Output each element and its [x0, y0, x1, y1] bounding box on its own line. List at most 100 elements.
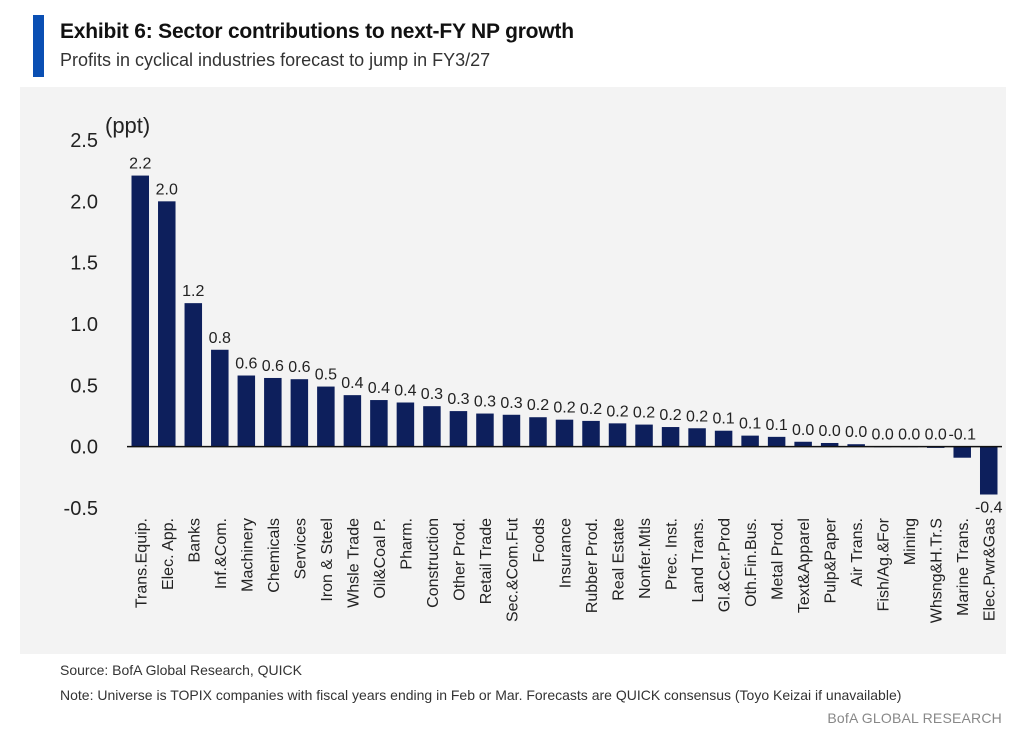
bar: [741, 435, 759, 447]
footnote: Note: Universe is TOPIX companies with f…: [60, 687, 902, 703]
data-label: 0.4: [394, 383, 416, 400]
category-label: Rubber Prod.: [584, 518, 601, 613]
category-label: Trans.Equip.: [133, 518, 150, 608]
category-label: Prec. Inst.: [664, 518, 681, 590]
category-label: Insurance: [558, 518, 575, 588]
data-label: 0.2: [527, 397, 549, 414]
category-label: Real Estate: [611, 518, 628, 601]
bar: [476, 413, 494, 447]
category-label: Text&Apparel: [796, 518, 813, 613]
data-label: 1.2: [182, 283, 204, 300]
data-label: 0.6: [235, 356, 257, 373]
category-label: Inf.&Com.: [213, 518, 230, 589]
data-label: 0.0: [898, 427, 920, 444]
category-label: Pulp&Paper: [823, 517, 840, 603]
bar: [449, 411, 468, 447]
y-tick-label: 1.0: [70, 314, 98, 336]
data-label: 0.2: [633, 405, 655, 422]
data-label: 0.4: [368, 380, 390, 397]
exhibit-subtitle: Profits in cyclical industries forecast …: [60, 50, 491, 70]
bar: [158, 201, 176, 447]
data-label: 0.2: [606, 403, 628, 420]
bar: [264, 377, 282, 447]
bar: [608, 423, 627, 447]
category-label: Sec.&Com.Fut: [504, 517, 521, 622]
category-label: Elec.Pwr&Gas: [982, 518, 999, 621]
exhibit-title: Exhibit 6: Sector contributions to next-…: [60, 20, 574, 43]
bar: [290, 379, 309, 447]
category-label: Pharm.: [398, 518, 415, 570]
data-label: 0.8: [209, 330, 231, 347]
accent-bar: [33, 15, 44, 77]
category-label: Fish/Ag.&For: [876, 517, 893, 611]
category-label: Whsng&H.Tr.S: [929, 518, 946, 623]
data-label: 0.5: [315, 367, 337, 384]
category-label: Metal Prod.: [770, 518, 787, 600]
brand-footer: BofA GLOBAL RESEARCH: [827, 710, 1002, 726]
data-label: 0.3: [447, 391, 469, 408]
category-label: Gl.&Cer.Prod: [717, 518, 734, 612]
bar: [688, 428, 706, 447]
data-label: 0.3: [474, 394, 496, 411]
data-label: 0.1: [765, 417, 787, 434]
bar: [131, 175, 150, 447]
category-label: Mining: [902, 518, 919, 565]
category-label: Land Trans.: [690, 518, 707, 603]
bar: [979, 446, 998, 495]
data-label: 0.2: [686, 408, 708, 425]
bar: [396, 402, 415, 447]
y-axis-label: (ppt): [105, 113, 150, 138]
source-note: Source: BofA Global Research, QUICK: [60, 662, 302, 678]
category-label: Machinery: [239, 518, 256, 592]
bar: [211, 349, 229, 447]
category-label: Construction: [425, 518, 442, 608]
category-label: Oil&Coal P.: [372, 518, 389, 599]
bar: [317, 386, 335, 447]
data-label: 2.0: [156, 181, 178, 198]
chart-panel: [20, 87, 1006, 654]
category-label: Air Trans.: [849, 518, 866, 586]
bar: [423, 406, 441, 447]
data-label: 2.2: [129, 156, 151, 173]
y-tick-label: 2.5: [70, 130, 98, 152]
bar: [582, 420, 600, 447]
bar: [820, 442, 839, 447]
bar: [343, 395, 362, 447]
bar: [555, 419, 574, 447]
bar: [529, 417, 547, 447]
data-label: 0.6: [262, 358, 284, 375]
data-label: 0.1: [712, 411, 734, 428]
y-tick-label: 1.5: [70, 253, 98, 275]
bar: [370, 400, 388, 447]
bar: [237, 375, 256, 447]
y-tick-label: 2.0: [70, 191, 98, 213]
data-label: 0.1: [739, 416, 761, 433]
category-label: Services: [292, 518, 309, 579]
category-label: Banks: [186, 518, 203, 562]
data-label: 0.4: [341, 375, 363, 392]
bar: [847, 444, 865, 447]
category-label: Marine Trans.: [955, 518, 972, 616]
category-label: Other Prod.: [451, 518, 468, 601]
data-label: 0.0: [925, 427, 947, 444]
y-tick-label: 0.5: [70, 375, 98, 397]
category-label: Elec. App.: [160, 518, 177, 590]
data-label: -0.1: [948, 427, 976, 444]
category-label: Nonfer.Mtls: [637, 518, 654, 599]
category-label: Oth.Fin.Bus.: [743, 518, 760, 607]
data-label: 0.3: [500, 395, 522, 412]
bar: [661, 427, 680, 447]
bar: [502, 414, 521, 447]
category-label: Whsle Trade: [345, 518, 362, 608]
data-label: 0.0: [819, 423, 841, 440]
bar: [767, 436, 786, 447]
data-label: 0.6: [288, 359, 310, 376]
category-label: Retail Trade: [478, 518, 495, 604]
bar: [953, 446, 971, 458]
bar: [794, 441, 812, 447]
data-label: 0.2: [580, 401, 602, 418]
data-label: 0.2: [659, 407, 681, 424]
bar-chart: (ppt)-0.50.00.51.01.52.02.52.22.01.20.80…: [64, 113, 1003, 623]
data-label: 0.2: [553, 400, 575, 417]
data-label: -0.4: [975, 500, 1003, 517]
